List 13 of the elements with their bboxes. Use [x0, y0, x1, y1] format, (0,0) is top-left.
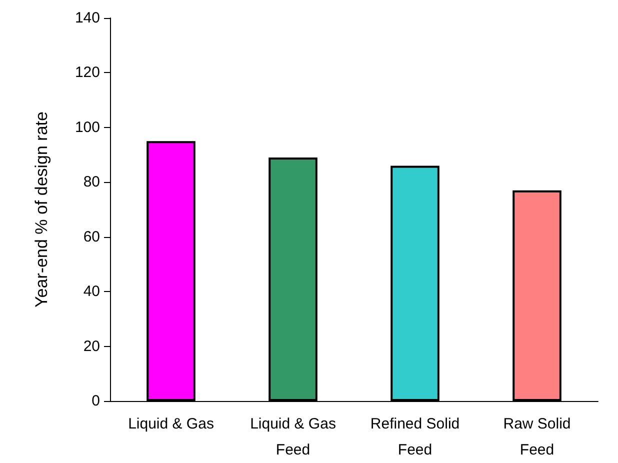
- y-tick-label: 40: [83, 283, 100, 300]
- x-tick-label: Refined Solid Feed: [370, 416, 460, 458]
- y-tick-label: 0: [92, 392, 100, 410]
- x-tick-label: Raw Solid Feed: [503, 416, 571, 458]
- y-tick-label: 60: [83, 228, 100, 246]
- x-tick-label: Liquid & Gas: [128, 416, 214, 432]
- y-tick-label: 120: [74, 64, 100, 82]
- y-tick-label: 80: [83, 174, 100, 191]
- y-tick-label: 20: [83, 338, 100, 355]
- y-axis-title: Year-end % of design rate: [32, 112, 51, 308]
- y-tick-label: 100: [74, 118, 100, 136]
- x-tick-label: Liquid & Gas Feed: [250, 416, 336, 458]
- y-tick-label: 140: [74, 10, 100, 26]
